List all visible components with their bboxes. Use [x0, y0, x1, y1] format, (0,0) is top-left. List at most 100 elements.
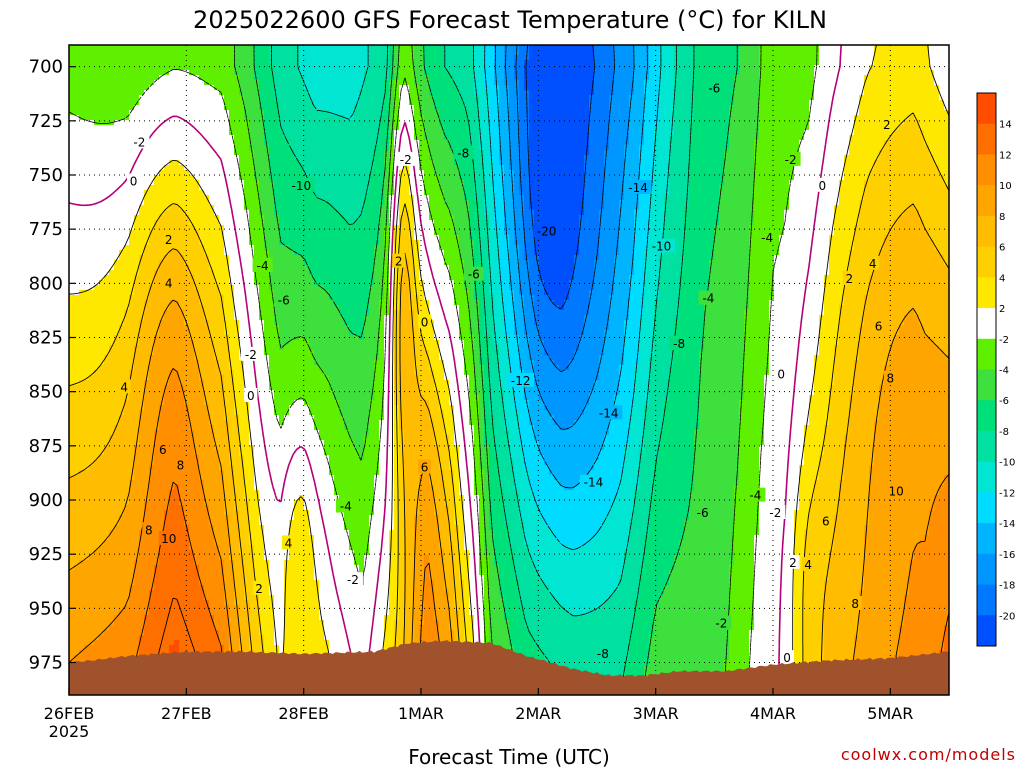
contour-label-bg [156, 442, 170, 457]
contour-label: 6 [159, 443, 167, 457]
colorbar-label: 8 [999, 212, 1005, 223]
contour-label-bg [866, 255, 880, 270]
y-tick-label: 850 [29, 382, 63, 403]
contour-label: 2 [255, 582, 263, 596]
colorbar-label: 4 [999, 273, 1005, 284]
contour-label-bg [774, 366, 788, 381]
y-tick-label: 950 [29, 598, 63, 619]
y-axis: 700 725 750 775 800 825 850 875 900 925 950 975 [29, 57, 76, 674]
contour-label: -4 [340, 500, 352, 514]
contour-label: 8 [887, 372, 895, 386]
contour-label-bg [392, 253, 406, 268]
contour-label-bg [765, 505, 786, 519]
contour-line [515, 45, 616, 373]
contour-label: -4 [702, 292, 714, 306]
contour-label-bg [335, 498, 356, 513]
contour-label-bg [872, 318, 886, 333]
contour-label: -20 [537, 224, 557, 238]
contour-label-bg [252, 258, 273, 272]
contour-label: -2 [347, 573, 359, 587]
y-tick-label: 725 [29, 111, 63, 132]
contour-label-bg [117, 379, 131, 394]
contour-label: 4 [120, 380, 128, 394]
colorbar-swatch [977, 338, 996, 370]
chart-title: 2025022600 GFS Forecast Temperature (°C)… [193, 6, 827, 34]
colorbar-label: -10 [999, 458, 1015, 469]
colorbar-frame [976, 92, 997, 647]
colorbar: 14 12 10 8 6 4 2 -2 -4 -6 -8 -10 -12 -14 -16 -18 -20 [976, 92, 1015, 647]
contour-label: 2 [845, 272, 853, 286]
x-tick-sublabel: 2025 [49, 722, 90, 741]
contour-label: -2 [715, 617, 727, 631]
colorbar-swatch [977, 430, 996, 463]
contour-label: 0 [783, 651, 791, 665]
contour-label-bg [342, 572, 363, 587]
contour-line [484, 45, 662, 551]
contour-label-bg [745, 487, 766, 502]
contour-label-bg [780, 151, 801, 166]
colorbar-label: -20 [999, 611, 1015, 622]
contour-line [69, 112, 949, 695]
contour-label: -6 [278, 294, 290, 308]
contour-label-bg [173, 457, 187, 472]
contour-label: 2 [883, 118, 891, 132]
contour-label: -2 [133, 136, 145, 150]
x-axis-label: Forecast Time (UTC) [408, 745, 610, 768]
y-tick-label: 925 [29, 544, 63, 565]
temperature-bands [69, 45, 949, 695]
contour-label-bg [395, 151, 416, 166]
contour-label-bg [780, 650, 794, 665]
y-tick-label: 750 [29, 165, 63, 186]
contour-label: 8 [851, 597, 859, 611]
contour-label-bg [786, 554, 800, 569]
x-tick-label: 26FEB [44, 704, 95, 723]
contour-label-bg [418, 459, 432, 474]
contour-label-bg [453, 145, 474, 160]
colorbar-swatch [977, 185, 996, 217]
contour-line [69, 45, 842, 695]
colorbar-swatch [977, 123, 996, 155]
contour-label-bg [252, 580, 266, 595]
colorbar-label: 6 [999, 243, 1005, 254]
contour-label-bg [162, 232, 176, 246]
grid-lines [69, 45, 949, 695]
contour-label-bg [648, 238, 676, 253]
colorbar-swatch [977, 308, 996, 340]
contour-lines [69, 45, 949, 695]
contour-label-bg [162, 275, 176, 290]
plot-frame [68, 44, 950, 696]
contour-label: 10 [889, 484, 904, 498]
credit-text: coolwx.com/models [841, 745, 1016, 764]
contour-label-bg [883, 370, 897, 385]
contour-label: -4 [257, 259, 269, 273]
colorbar-swatch [977, 369, 996, 401]
contour-label: 0 [777, 367, 785, 381]
contour-line [494, 45, 648, 489]
contour-label-bg [273, 292, 294, 307]
contour-label: -14 [584, 476, 604, 490]
colorbar-label: -16 [999, 550, 1015, 561]
colorbar-swatch [977, 154, 996, 186]
contour-label: 4 [165, 276, 173, 290]
contour-line [69, 45, 949, 695]
colorbar-swatch [977, 523, 996, 555]
contour-label: -10 [292, 179, 312, 193]
contour-label-bg [815, 177, 829, 192]
contour-label-bg [142, 522, 156, 537]
contour-label: -14 [599, 406, 619, 420]
contour-label: -8 [673, 337, 685, 351]
colorbar-label: -2 [999, 335, 1009, 346]
colorbar-swatch [977, 492, 996, 524]
contour-label: -2 [400, 153, 412, 167]
colorbar-swatch [977, 246, 996, 278]
contour-label: -4 [749, 489, 761, 503]
terrain [69, 640, 949, 695]
colorbar-swatch [977, 215, 996, 248]
contour-label-bg [287, 177, 315, 192]
contour-line [253, 45, 738, 695]
contour-label-bg [698, 290, 719, 305]
contour-line [234, 45, 762, 695]
y-tick-label: 900 [29, 490, 63, 511]
contour-label: -8 [457, 146, 469, 160]
